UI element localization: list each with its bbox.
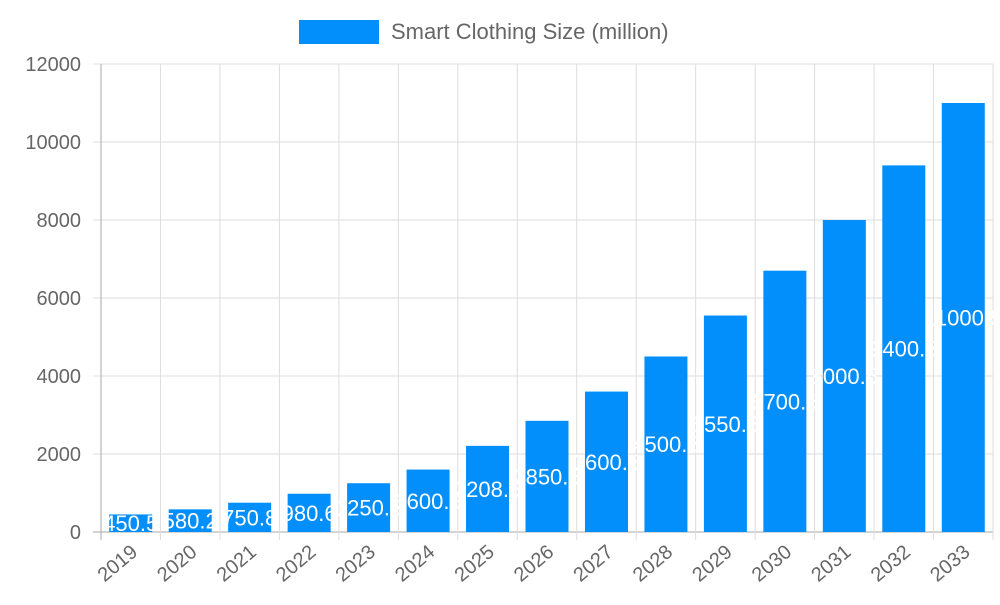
x-tick-label: 2024 [391, 541, 439, 586]
x-tick-label: 2029 [688, 541, 736, 586]
data-label: 450.5 [103, 511, 158, 536]
data-label: 6700.5 [751, 389, 818, 414]
data-label: 9400.5 [870, 337, 937, 362]
data-label: 5550.5 [692, 412, 759, 437]
data-label: 11000.5 [924, 305, 1000, 330]
data-label: 1600.5 [394, 489, 461, 514]
bar [406, 469, 450, 532]
bar [584, 391, 628, 532]
x-tick-label: 2027 [569, 541, 617, 586]
bar [882, 165, 926, 532]
y-tick-label: 2000 [37, 444, 82, 466]
x-tick-label: 2030 [748, 541, 796, 586]
bar [763, 270, 807, 532]
data-label: 2208.5 [454, 477, 521, 502]
data-label: 980.6 [282, 501, 337, 526]
y-tick-label: 4000 [37, 366, 82, 388]
y-tick-label: 10000 [25, 132, 81, 154]
x-tick-label: 2023 [332, 541, 380, 586]
bar [644, 356, 688, 532]
data-label: 8000.5 [811, 364, 878, 389]
x-tick-label: 2022 [272, 541, 320, 586]
x-tick-label: 2026 [510, 541, 558, 586]
legend-swatch [299, 20, 379, 44]
legend-label: Smart Clothing Size (million) [391, 19, 669, 44]
x-tick-label: 2019 [94, 541, 142, 586]
bar [941, 102, 985, 532]
data-label: 4500.5 [632, 432, 699, 457]
data-label: 2850.5 [513, 464, 580, 489]
bar [347, 483, 391, 532]
x-tick-label: 2028 [629, 541, 677, 586]
data-label: 580.2 [163, 509, 218, 534]
bar [466, 445, 510, 532]
x-tick-label: 2025 [451, 541, 499, 586]
x-tick-label: 2031 [807, 541, 855, 586]
x-tick-label: 2021 [213, 541, 261, 586]
bar [703, 315, 747, 532]
y-tick-label: 0 [70, 522, 81, 544]
data-label: 3600.5 [573, 450, 640, 475]
x-tick-label: 2020 [153, 541, 201, 586]
bar [287, 493, 331, 532]
y-tick-label: 6000 [37, 288, 82, 310]
data-label: 750.8 [222, 505, 277, 530]
y-tick-label: 12000 [25, 54, 81, 76]
bar [228, 502, 272, 532]
bar [109, 514, 153, 532]
x-tick-label: 2033 [926, 541, 974, 586]
bar [822, 219, 866, 532]
bar [168, 509, 212, 532]
y-tick-label: 8000 [37, 210, 82, 232]
x-tick-label: 2032 [867, 541, 915, 586]
bar [525, 420, 569, 532]
data-label: 1250.5 [335, 496, 402, 521]
